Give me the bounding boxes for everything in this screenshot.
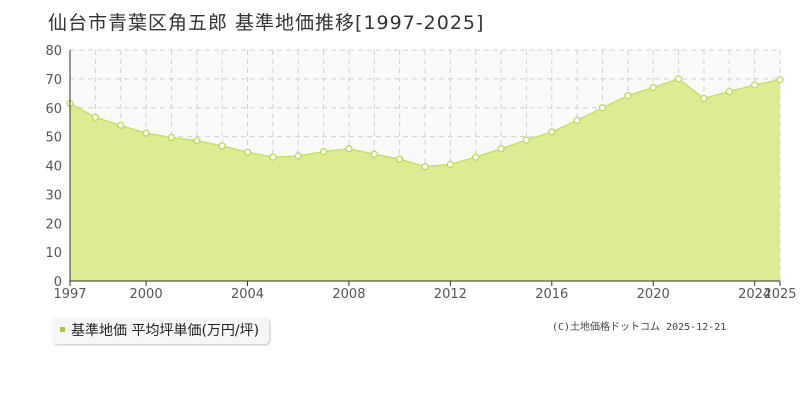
data-point (649, 83, 657, 92)
data-point (624, 92, 632, 100)
data-point (167, 133, 176, 142)
y-tick-label: 80 (45, 44, 62, 59)
x-tick-label: 1997 (53, 287, 86, 302)
data-point (294, 152, 302, 160)
y-tick-label: 0 (54, 275, 62, 290)
data-point (193, 137, 201, 145)
y-tick-label: 40 (45, 160, 62, 175)
x-tick-label: 2012 (434, 287, 467, 302)
price-markers (66, 75, 784, 171)
legend-label: 基準地価 平均坪単価(万円/坪) (71, 323, 260, 339)
data-point (751, 81, 759, 89)
x-tick-label: 2024 (738, 287, 771, 302)
x-tick-label: 2016 (535, 287, 568, 302)
data-point (522, 136, 531, 144)
legend: 基準地価 平均坪単価(万円/坪) (52, 318, 270, 344)
y-tick-label: 20 (45, 217, 62, 232)
data-point (269, 153, 277, 161)
copyright-text: (C)土地価格ドットコム 2025-12-21 (552, 322, 727, 333)
data-point (142, 129, 150, 137)
y-tick-label: 70 (45, 73, 62, 88)
chart-title: 仙台市青葉区角五郎 基準地価推移[1997-2025] (48, 12, 485, 34)
data-point (725, 87, 733, 96)
y-tick-label: 10 (45, 246, 62, 261)
data-point (243, 148, 252, 156)
data-point (91, 113, 99, 121)
x-tick-label: 2004 (231, 287, 264, 302)
x-tick-label: 2025 (763, 287, 796, 302)
area-fill (70, 78, 780, 281)
data-point (421, 163, 429, 171)
data-point (598, 104, 607, 112)
data-point (776, 76, 784, 84)
data-point (370, 150, 378, 158)
data-point (117, 121, 125, 129)
data-point (472, 153, 480, 161)
y-tick-label: 50 (45, 131, 62, 146)
axes (69, 50, 780, 282)
data-point (396, 155, 404, 163)
data-point (700, 94, 708, 103)
data-point (345, 145, 353, 153)
legend-swatch (60, 326, 65, 332)
data-point (497, 145, 505, 153)
data-point (446, 160, 454, 168)
data-point (548, 128, 556, 136)
data-point (674, 75, 683, 83)
data-point (319, 148, 328, 156)
x-tick-label: 2000 (130, 287, 163, 302)
y-tick-labels: 0 10 20 30 40 50 60 70 80 (45, 44, 62, 290)
x-tick-label: 2020 (637, 287, 670, 302)
data-point (218, 142, 226, 150)
y-tick-label: 60 (45, 102, 62, 117)
data-point (573, 116, 581, 125)
x-tick-label: 2008 (332, 287, 365, 302)
y-tick-label: 30 (45, 188, 62, 203)
